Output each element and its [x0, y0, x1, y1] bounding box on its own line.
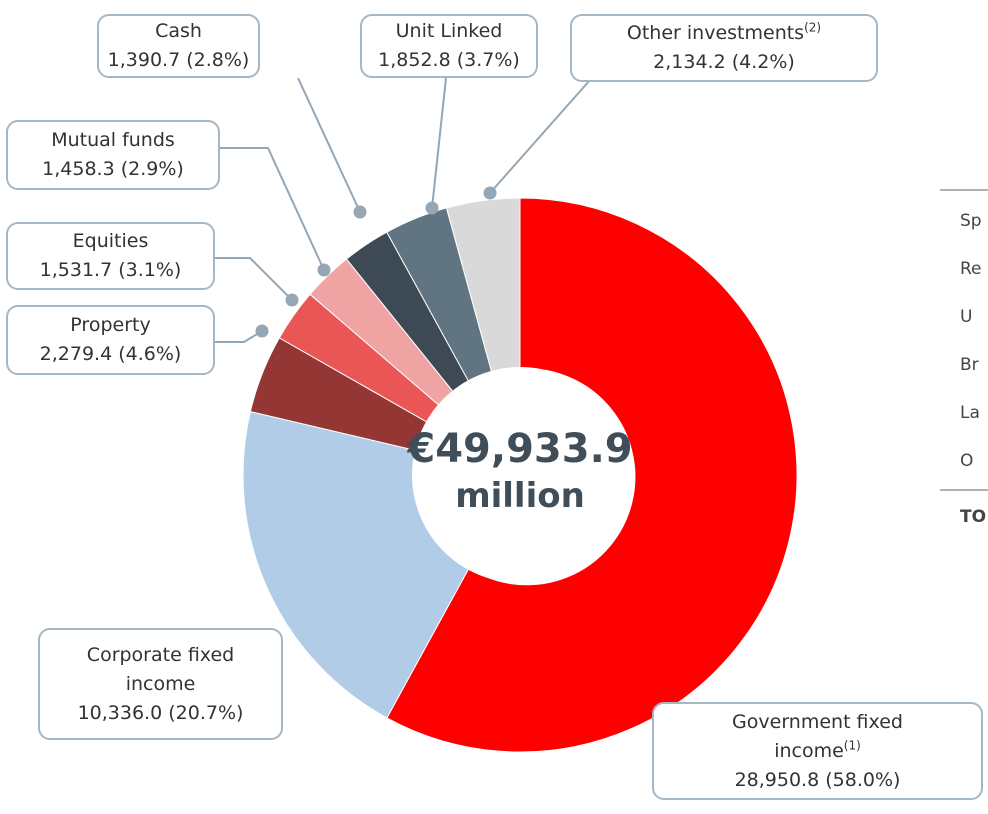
callout-name: Other investments(2) — [574, 19, 874, 48]
callout-value: 2,134.2 (4.2%) — [653, 48, 795, 77]
category-label: Mutual funds — [51, 129, 175, 151]
table: Sp Re U Br La O TO — [960, 211, 986, 527]
callout: Corporate fixed income 10,336.0 (20.7%) — [38, 628, 283, 740]
table-total-label: TO — [960, 507, 986, 527]
category-label: Government fixed income — [732, 710, 903, 762]
leader-dot — [255, 324, 269, 338]
donut-hole — [412, 367, 628, 583]
value-label: 2,134.2 — [653, 51, 726, 73]
slice — [386, 197, 798, 753]
donut — [242, 197, 798, 753]
share-label: (3.1%) — [118, 259, 182, 281]
callout-value: 28,950.8 (58.0%) — [735, 766, 901, 795]
category-label: Cash — [155, 20, 202, 42]
table-row-label: Re — [960, 259, 982, 279]
leader-line — [297, 77, 361, 213]
callout: Government fixed income(1) 28,950.8 (58.0… — [652, 702, 983, 800]
leader-dot — [353, 205, 367, 219]
category-label: Property — [70, 314, 151, 336]
callout: Equities 1,531.7 (3.1%) — [6, 222, 215, 290]
footnote-mark: (2) — [804, 20, 822, 35]
share-label: (58.0%) — [825, 768, 901, 791]
callout-name: Unit Linked — [362, 17, 537, 46]
share-label: (20.7%) — [168, 701, 244, 724]
callout: Other investments(2) 2,134.2 (4.2%) — [570, 14, 878, 82]
leader-dot — [285, 293, 299, 307]
leader-line — [215, 257, 293, 301]
leader-line — [489, 79, 591, 194]
callout-value: 1,531.7 (3.1%) — [40, 256, 182, 285]
value-label: 28,950.8 — [734, 768, 820, 791]
leader-line — [220, 147, 325, 271]
leader-line — [215, 330, 263, 343]
callout-name: Cash — [99, 17, 259, 46]
table-row-label: U — [960, 307, 972, 327]
share-label: (2.9%) — [120, 158, 184, 180]
callout-name: Equities — [11, 227, 211, 256]
share-label: (4.2%) — [731, 51, 795, 73]
leader-dot — [483, 186, 497, 200]
category-label: Corporate fixed income — [86, 643, 235, 695]
value-label: 1,531.7 — [39, 259, 113, 281]
table-row-label: Sp — [960, 211, 982, 231]
leader-dot — [425, 201, 439, 215]
table-row-label: La — [960, 403, 980, 423]
table-row-label: O — [960, 451, 973, 471]
value-label: 10,336.0 — [77, 701, 163, 724]
callout-value: 1,390.7 (2.8%) — [108, 46, 250, 75]
share-label: (2.8%) — [186, 49, 250, 71]
callout: Cash 1,390.7 (2.8%) — [97, 14, 260, 78]
category-label: Equities — [72, 230, 149, 252]
category-label: Unit Linked — [395, 20, 503, 42]
share-label: (4.6%) — [118, 343, 182, 365]
callout: Property 2,279.4 (4.6%) — [6, 305, 215, 375]
leader-line — [431, 77, 447, 209]
callout-value: 2,279.4 (4.6%) — [40, 340, 182, 369]
value-label: 1,390.7 — [107, 49, 181, 71]
center-total: €49,933.9 — [406, 426, 632, 472]
callout-value: 1,852.8 (3.7%) — [378, 46, 520, 75]
leader-dot — [317, 263, 331, 277]
category-label: Other investments — [626, 22, 805, 44]
callout-name: Mutual funds — [13, 126, 213, 155]
share-label: (3.7%) — [456, 49, 520, 71]
callout-name: Government fixed income(1) — [708, 708, 928, 766]
leaders — [215, 77, 591, 343]
callout-value: 10,336.0 (20.7%) — [78, 699, 244, 728]
callout: Mutual funds 1,458.3 (2.9%) — [6, 120, 220, 190]
value-label: 1,458.3 — [42, 158, 115, 180]
callout-name: Corporate fixed income — [61, 641, 261, 699]
value-label: 1,852.8 — [378, 49, 451, 71]
callout: Unit Linked 1,852.8 (3.7%) — [360, 14, 538, 78]
table-row-label: Br — [960, 355, 979, 375]
value-label: 2,279.4 — [39, 343, 113, 365]
center-unit: million — [455, 476, 585, 516]
callout-name: Property — [11, 311, 211, 340]
footnote-mark: (1) — [843, 738, 861, 753]
callout-value: 1,458.3 (2.9%) — [42, 155, 184, 184]
